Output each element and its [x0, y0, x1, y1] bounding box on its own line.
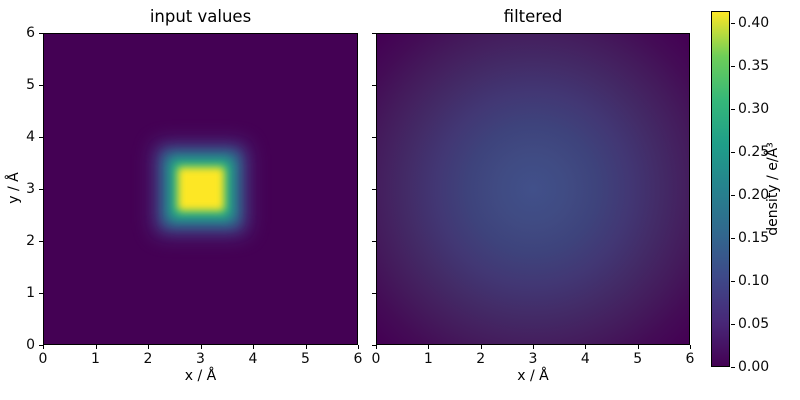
tick-label: 6: [685, 351, 695, 367]
tick-label: 0: [371, 351, 381, 367]
tick-label: 2: [476, 351, 486, 367]
tick-label: 1: [26, 285, 35, 301]
tick-label: 0.15: [738, 230, 770, 246]
tick-label: 0.20: [738, 187, 770, 204]
tick-mark: [39, 293, 43, 294]
tick-mark: [376, 345, 377, 349]
tick-mark: [39, 241, 43, 242]
tick-mark: [39, 345, 43, 346]
tick-mark: [731, 238, 735, 239]
tick-label: 0.00: [738, 359, 770, 375]
left-y-axis-label: y / Å: [6, 172, 22, 204]
tick-mark: [39, 85, 43, 86]
tick-label: 0.05: [738, 316, 770, 332]
tick-mark: [731, 66, 735, 68]
tick-label: 3: [26, 181, 35, 197]
right-plot-title: filtered: [503, 7, 563, 26]
tick-label: 5: [301, 351, 310, 367]
tick-label: 2: [143, 351, 153, 367]
tick-label: 0.30: [738, 101, 770, 118]
tick-label: 6: [26, 25, 35, 41]
tick-mark: [731, 152, 735, 154]
tick-label: 4: [26, 129, 35, 145]
left-x-axis-ticks: 0 1 2 3 4 5 6: [39, 344, 362, 368]
tick-mark: [480, 345, 482, 349]
tick-mark: [372, 33, 376, 34]
tick-label: 0.10: [738, 273, 770, 289]
left-x-axis-label: x / Å: [184, 368, 217, 384]
tick-mark: [731, 367, 735, 368]
colorbar-ticks: 0.00 0.05 0.10 0.15 0.20 0.25 0.30 0.35 0.40: [730, 11, 776, 375]
tick-label: 0: [38, 351, 48, 367]
right-x-axis-label: x / Å: [517, 368, 549, 384]
tick-label: 1: [91, 351, 100, 367]
tick-mark: [372, 85, 376, 86]
tick-mark: [372, 345, 376, 346]
tick-mark: [731, 281, 735, 282]
tick-mark: [305, 345, 307, 349]
tick-label: 2: [26, 233, 35, 249]
tick-mark: [372, 189, 376, 190]
left-plot-title: input values: [149, 7, 252, 26]
colorbar-gradient: [711, 11, 730, 367]
tick-mark: [358, 345, 359, 349]
right-x-axis-ticks: 0 1 2 3 4 5 6: [372, 344, 694, 368]
tick-label: 3: [196, 351, 205, 367]
tick-label: 0: [26, 337, 35, 353]
tick-label: 3: [528, 351, 538, 367]
right-y-axis-tickmarks: [371, 33, 376, 346]
tick-label: 0.25: [738, 144, 770, 161]
tick-label: 0.40: [738, 15, 770, 32]
tick-mark: [731, 23, 735, 25]
tick-mark: [731, 195, 735, 197]
tick-label: 5: [26, 77, 35, 93]
tick-mark: [95, 345, 97, 349]
tick-label: 6: [353, 351, 363, 367]
tick-mark: [372, 293, 376, 294]
tick-mark: [533, 345, 534, 349]
tick-label: 1: [423, 351, 433, 367]
tick-mark: [585, 345, 587, 349]
colorbar-label: density / e/Å³: [765, 142, 781, 236]
tick-mark: [372, 137, 376, 138]
tick-mark: [372, 241, 376, 242]
tick-label: 5: [633, 351, 643, 367]
tick-mark: [428, 345, 430, 349]
tick-label: 4: [580, 351, 590, 367]
right-heatmap: [376, 33, 690, 345]
input-blob-yellow-core: [177, 167, 224, 211]
tick-mark: [637, 345, 639, 349]
tick-mark: [43, 345, 44, 349]
left-heatmap: [43, 33, 358, 345]
tick-mark: [39, 137, 43, 138]
tick-mark: [731, 324, 735, 325]
tick-label: 4: [248, 351, 258, 367]
tick-mark: [39, 189, 43, 190]
tick-mark: [690, 345, 691, 349]
tick-mark: [39, 33, 43, 34]
tick-mark: [731, 109, 735, 111]
tick-label: 0.35: [738, 58, 770, 75]
tick-mark: [148, 345, 149, 349]
tick-mark: [253, 345, 254, 349]
left-y-axis-ticks: 0 1 2 3 4 5 6: [0, 25, 43, 353]
tick-mark: [200, 345, 202, 349]
